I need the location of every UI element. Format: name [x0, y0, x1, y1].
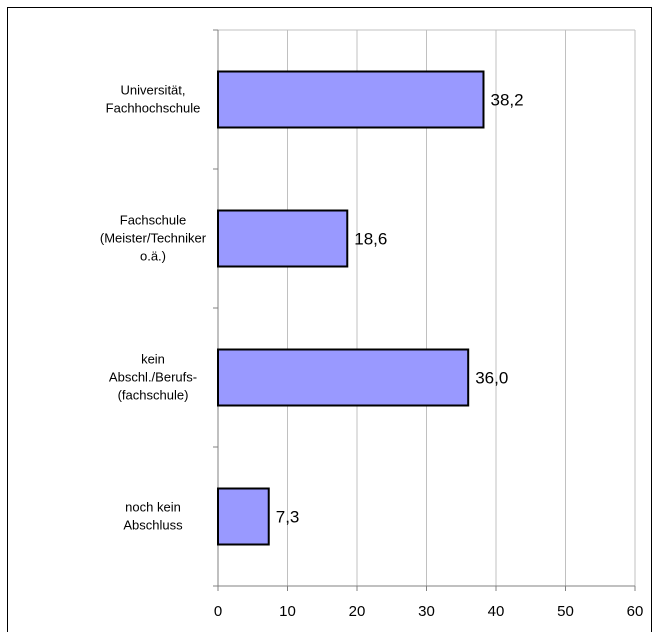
category-label-0: Universität, Fachhochschule: [106, 83, 201, 116]
value-label-3: 7,3: [276, 508, 300, 527]
category-label-line: Abschl./Berufs-: [109, 370, 197, 385]
bar-1: [217, 209, 349, 268]
x-tick-label-2: 20: [349, 603, 366, 620]
category-label-line: Fachschule: [120, 213, 186, 228]
category-label-line: Abschluss: [123, 518, 183, 533]
x-tick-label-5: 50: [557, 603, 574, 620]
category-label-line: kein: [141, 352, 165, 367]
bar-0: [217, 70, 485, 129]
x-tick-label-3: 30: [418, 603, 435, 620]
x-tick-label-4: 40: [488, 603, 505, 620]
value-label-1: 18,6: [354, 230, 387, 249]
value-label-0: 38,2: [490, 91, 523, 110]
chart-frame: [7, 7, 652, 632]
category-label-2: kein Abschl./Berufs- (fachschule): [109, 352, 197, 403]
category-label-line: (fachschule): [118, 388, 189, 403]
category-label-line: o.ä.): [140, 249, 166, 264]
x-tick-label-6: 60: [627, 603, 644, 620]
category-label-3: noch kein Abschluss: [123, 500, 183, 533]
category-label-line: (Meister/Techniker: [100, 231, 207, 246]
category-label-line: noch kein: [125, 500, 181, 515]
value-label-2: 36,0: [475, 369, 508, 388]
x-tick-label-1: 10: [279, 603, 296, 620]
category-label-line: Fachhochschule: [106, 101, 201, 116]
category-label-1: Fachschule (Meister/Techniker o.ä.): [100, 213, 207, 264]
category-label-line: Universität,: [120, 83, 185, 98]
x-tick-label-0: 0: [214, 603, 222, 620]
bar-2: [217, 348, 470, 407]
bar-3: [217, 487, 270, 546]
